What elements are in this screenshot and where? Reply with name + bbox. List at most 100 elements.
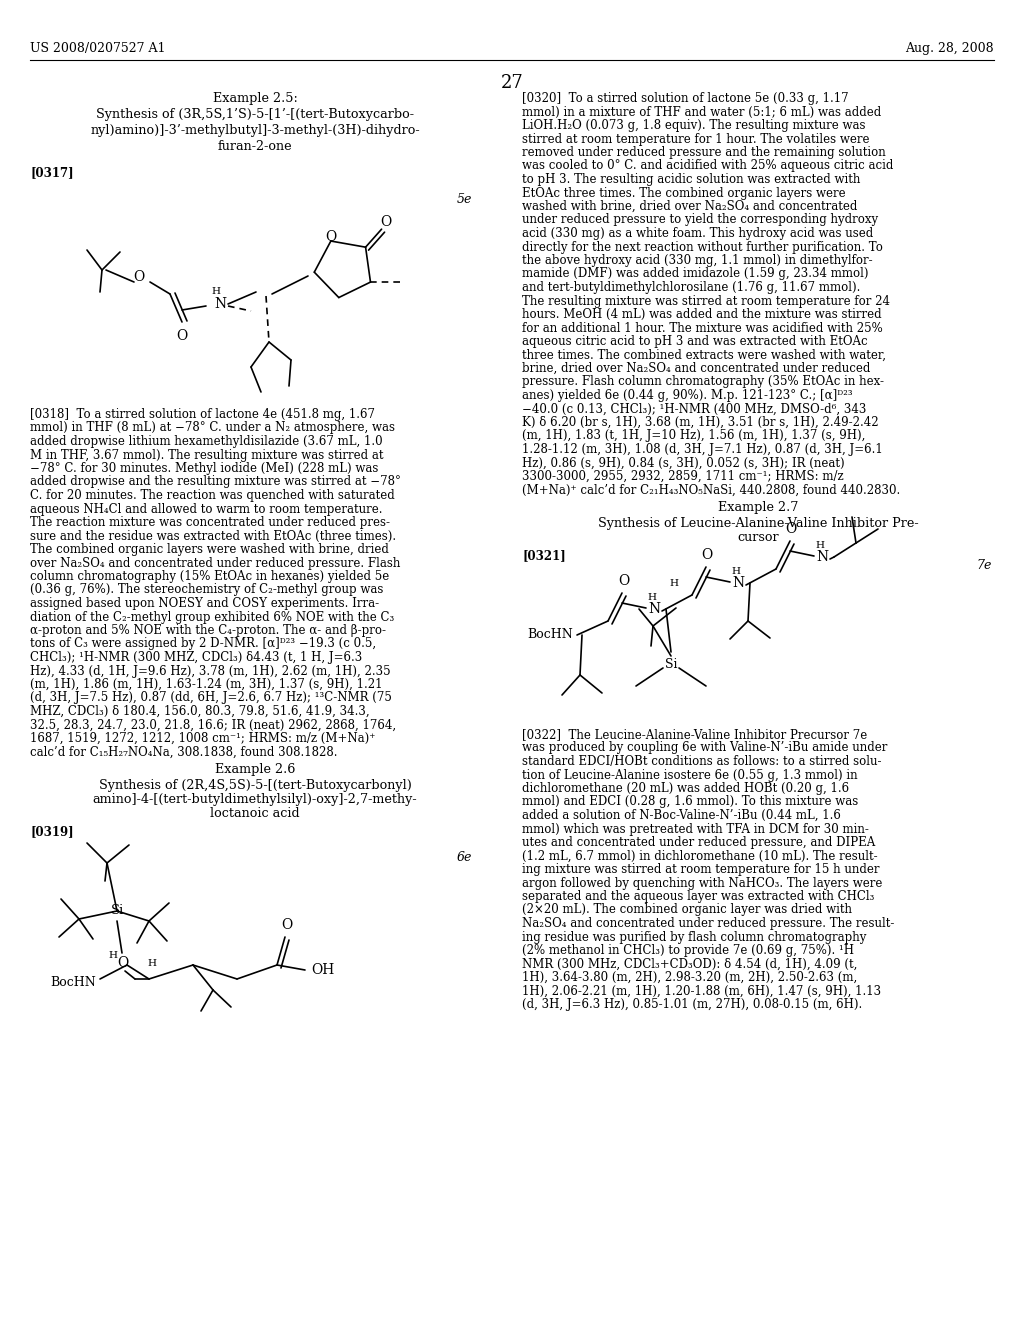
Text: mmol) in a mixture of THF and water (5:1; 6 mL) was added: mmol) in a mixture of THF and water (5:1… [522, 106, 882, 119]
Text: C. for 20 minutes. The reaction was quenched with saturated: C. for 20 minutes. The reaction was quen… [30, 488, 394, 502]
Text: Synthesis of (2R,4S,5S)-5-[(tert-Butoxycarbonyl): Synthesis of (2R,4S,5S)-5-[(tert-Butoxyc… [98, 779, 412, 792]
Text: column chromatography (15% EtOAc in hexanes) yielded 5e: column chromatography (15% EtOAc in hexa… [30, 570, 389, 583]
Text: [0320]  To a stirred solution of lactone 5e (0.33 g, 1.17: [0320] To a stirred solution of lactone … [522, 92, 849, 106]
Text: H: H [212, 286, 220, 296]
Text: US 2008/0207527 A1: US 2008/0207527 A1 [30, 42, 166, 55]
Text: O: O [326, 230, 337, 244]
Text: H: H [670, 579, 679, 589]
Text: loctanoic acid: loctanoic acid [210, 807, 300, 820]
Text: O: O [785, 521, 797, 536]
Text: (2×20 mL). The combined organic layer was dried with: (2×20 mL). The combined organic layer wa… [522, 903, 852, 916]
Text: 7e: 7e [977, 558, 992, 572]
Text: O: O [133, 271, 144, 284]
Text: sure and the residue was extracted with EtOAc (three times).: sure and the residue was extracted with … [30, 529, 396, 543]
Text: −40.0 (c 0.13, CHCl₃); ¹H-NMR (400 MHz, DMSO-d⁶, 343: −40.0 (c 0.13, CHCl₃); ¹H-NMR (400 MHz, … [522, 403, 866, 416]
Text: O: O [176, 329, 187, 343]
Text: added dropwise lithium hexamethyldisilazide (3.67 mL, 1.0: added dropwise lithium hexamethyldisilaz… [30, 436, 383, 447]
Text: N: N [648, 602, 660, 616]
Text: Na₂SO₄ and concentrated under reduced pressure. The result-: Na₂SO₄ and concentrated under reduced pr… [522, 917, 894, 931]
Text: [0319]: [0319] [30, 825, 74, 838]
Text: (m, 1H), 1.83 (t, 1H, J=10 Hz), 1.56 (m, 1H), 1.37 (s, 9H),: (m, 1H), 1.83 (t, 1H, J=10 Hz), 1.56 (m,… [522, 429, 865, 442]
Text: calc’d for C₁₅H₂₇NO₄Na, 308.1838, found 308.1828.: calc’d for C₁₅H₂₇NO₄Na, 308.1838, found … [30, 746, 338, 759]
Text: mmol) which was pretreated with TFA in DCM for 30 min-: mmol) which was pretreated with TFA in D… [522, 822, 869, 836]
Text: tion of Leucine-Alanine isostere 6e (0.55 g, 1.3 mmol) in: tion of Leucine-Alanine isostere 6e (0.5… [522, 768, 858, 781]
Text: H: H [147, 960, 157, 969]
Text: LiOH.H₂O (0.073 g, 1.8 equiv). The resulting mixture was: LiOH.H₂O (0.073 g, 1.8 equiv). The resul… [522, 119, 865, 132]
Text: M in THF, 3.67 mmol). The resulting mixture was stirred at: M in THF, 3.67 mmol). The resulting mixt… [30, 449, 384, 462]
Text: was cooled to 0° C. and acidified with 25% aqueous citric acid: was cooled to 0° C. and acidified with 2… [522, 160, 893, 173]
Text: CHCl₃); ¹H-NMR (300 MHZ, CDCl₃) δ4.43 (t, 1 H, J=6.3: CHCl₃); ¹H-NMR (300 MHZ, CDCl₃) δ4.43 (t… [30, 651, 362, 664]
Text: diation of the C₂-methyl group exhibited 6% NOE with the C₃: diation of the C₂-methyl group exhibited… [30, 610, 394, 623]
Text: was produced by coupling 6e with Valine-N’-iBu amide under: was produced by coupling 6e with Valine-… [522, 742, 888, 755]
Text: H: H [815, 541, 824, 550]
Text: stirred at room temperature for 1 hour. The volatiles were: stirred at room temperature for 1 hour. … [522, 132, 869, 145]
Text: 1H), 2.06-2.21 (m, 1H), 1.20-1.88 (m, 6H), 1.47 (s, 9H), 1.13: 1H), 2.06-2.21 (m, 1H), 1.20-1.88 (m, 6H… [522, 985, 881, 998]
Text: Hz), 0.86 (s, 9H), 0.84 (s, 3H), 0.052 (s, 3H); IR (neat): Hz), 0.86 (s, 9H), 0.84 (s, 3H), 0.052 (… [522, 457, 845, 470]
Text: MHZ, CDCl₃) δ 180.4, 156.0, 80.3, 79.8, 51.6, 41.9, 34.3,: MHZ, CDCl₃) δ 180.4, 156.0, 80.3, 79.8, … [30, 705, 370, 718]
Text: The resulting mixture was stirred at room temperature for 24: The resulting mixture was stirred at roo… [522, 294, 890, 308]
Text: anes) yielded 6e (0.44 g, 90%). M.p. 121-123° C.; [α]ᴰ²³: anes) yielded 6e (0.44 g, 90%). M.p. 121… [522, 389, 853, 403]
Text: added a solution of N-Boc-Valine-N’-iBu (0.44 mL, 1.6: added a solution of N-Boc-Valine-N’-iBu … [522, 809, 841, 822]
Text: O: O [282, 917, 293, 932]
Text: mamide (DMF) was added imidazole (1.59 g, 23.34 mmol): mamide (DMF) was added imidazole (1.59 g… [522, 268, 868, 281]
Text: (m, 1H), 1.86 (m, 1H), 1.63-1.24 (m, 3H), 1.37 (s, 9H), 1.21: (m, 1H), 1.86 (m, 1H), 1.63-1.24 (m, 3H)… [30, 678, 383, 690]
Text: The combined organic layers were washed with brine, dried: The combined organic layers were washed … [30, 543, 389, 556]
Text: mmol) and EDCI (0.28 g, 1.6 mmol). To this mixture was: mmol) and EDCI (0.28 g, 1.6 mmol). To th… [522, 796, 858, 808]
Text: (1.2 mL, 6.7 mmol) in dichloromethane (10 mL). The result-: (1.2 mL, 6.7 mmol) in dichloromethane (1… [522, 850, 878, 862]
Text: Example 2.5:: Example 2.5: [213, 92, 297, 106]
Text: aqueous NH₄Cl and allowed to warm to room temperature.: aqueous NH₄Cl and allowed to warm to roo… [30, 503, 383, 516]
Text: separated and the aqueous layer was extracted with CHCl₃: separated and the aqueous layer was extr… [522, 890, 874, 903]
Text: hours. MeOH (4 mL) was added and the mixture was stirred: hours. MeOH (4 mL) was added and the mix… [522, 308, 882, 321]
Text: under reduced pressure to yield the corresponding hydroxy: under reduced pressure to yield the corr… [522, 214, 879, 227]
Text: directly for the next reaction without further purification. To: directly for the next reaction without f… [522, 240, 883, 253]
Text: BocHN: BocHN [527, 628, 572, 642]
Text: NMR (300 MHz, CDCl₃+CD₃OD): δ 4.54 (d, 1H), 4.09 (t,: NMR (300 MHz, CDCl₃+CD₃OD): δ 4.54 (d, 1… [522, 957, 857, 970]
Text: H: H [647, 594, 656, 602]
Text: ing mixture was stirred at room temperature for 15 h under: ing mixture was stirred at room temperat… [522, 863, 880, 876]
Text: Synthesis of Leucine-Alanine-Valine Inhibitor Pre-: Synthesis of Leucine-Alanine-Valine Inhi… [598, 517, 919, 531]
Text: O: O [118, 956, 129, 970]
Text: argon followed by quenching with NaHCO₃. The layers were: argon followed by quenching with NaHCO₃.… [522, 876, 883, 890]
Text: Si: Si [111, 904, 124, 917]
Text: standard EDCI/HOBt conditions as follows: to a stirred solu-: standard EDCI/HOBt conditions as follows… [522, 755, 882, 768]
Text: N: N [732, 576, 744, 590]
Text: Example 2.6: Example 2.6 [215, 763, 295, 776]
Text: −78° C. for 30 minutes. Methyl iodide (MeI) (228 mL) was: −78° C. for 30 minutes. Methyl iodide (M… [30, 462, 379, 475]
Text: amino]-4-[(tert-butyldimethylsilyl)-oxy]-2,7-methy-: amino]-4-[(tert-butyldimethylsilyl)-oxy]… [93, 793, 418, 807]
Text: nyl)amino)]-3’-methylbutyl]-3-methyl-(3H)-dihydro-: nyl)amino)]-3’-methylbutyl]-3-methyl-(3H… [90, 124, 420, 137]
Text: three times. The combined extracts were washed with water,: three times. The combined extracts were … [522, 348, 886, 362]
Text: over Na₂SO₄ and concentrated under reduced pressure. Flash: over Na₂SO₄ and concentrated under reduc… [30, 557, 400, 569]
Text: [0321]: [0321] [522, 549, 565, 562]
Text: ing residue was purified by flash column chromatography: ing residue was purified by flash column… [522, 931, 866, 944]
Text: pressure. Flash column chromatography (35% EtOAc in hex-: pressure. Flash column chromatography (3… [522, 375, 884, 388]
Text: The reaction mixture was concentrated under reduced pres-: The reaction mixture was concentrated un… [30, 516, 390, 529]
Text: Aug. 28, 2008: Aug. 28, 2008 [905, 42, 994, 55]
Text: 3300-3000, 2955, 2932, 2859, 1711 cm⁻¹; HRMS: m/z: 3300-3000, 2955, 2932, 2859, 1711 cm⁻¹; … [522, 470, 844, 483]
Text: O: O [618, 574, 630, 587]
Text: added dropwise and the resulting mixture was stirred at −78°: added dropwise and the resulting mixture… [30, 475, 400, 488]
Text: N: N [816, 550, 828, 564]
Text: OH: OH [311, 964, 334, 977]
Text: 1H), 3.64-3.80 (m, 2H), 2.98-3.20 (m, 2H), 2.50-2.63 (m,: 1H), 3.64-3.80 (m, 2H), 2.98-3.20 (m, 2H… [522, 972, 857, 983]
Text: mmol) in THF (8 mL) at −78° C. under a N₂ atmosphere, was: mmol) in THF (8 mL) at −78° C. under a N… [30, 421, 395, 434]
Text: the above hydroxy acid (330 mg, 1.1 mmol) in dimethylfor-: the above hydroxy acid (330 mg, 1.1 mmol… [522, 253, 872, 267]
Text: for an additional 1 hour. The mixture was acidified with 25%: for an additional 1 hour. The mixture wa… [522, 322, 883, 334]
Text: N: N [214, 297, 226, 312]
Text: Hz), 4.33 (d, 1H, J=9.6 Hz), 3.78 (m, 1H), 2.62 (m, 1H), 2.35: Hz), 4.33 (d, 1H, J=9.6 Hz), 3.78 (m, 1H… [30, 664, 390, 677]
Text: Si: Si [665, 657, 677, 671]
Text: BocHN: BocHN [50, 975, 96, 989]
Text: (2% methanol in CHCl₃) to provide 7e (0.69 g, 75%). ¹H: (2% methanol in CHCl₃) to provide 7e (0.… [522, 944, 854, 957]
Text: [0322]  The Leucine-Alanine-Valine Inhibitor Precursor 7e: [0322] The Leucine-Alanine-Valine Inhibi… [522, 729, 867, 741]
Text: α-proton and 5% NOE with the C₄-proton. The α- and β-pro-: α-proton and 5% NOE with the C₄-proton. … [30, 624, 386, 638]
Text: tons of C₃ were assigned by 2 D-NMR. [α]ᴰ²³ −19.3 (c 0.5,: tons of C₃ were assigned by 2 D-NMR. [α]… [30, 638, 376, 651]
Text: acid (330 mg) as a white foam. This hydroxy acid was used: acid (330 mg) as a white foam. This hydr… [522, 227, 873, 240]
Text: (0.36 g, 76%). The stereochemistry of C₂-methyl group was: (0.36 g, 76%). The stereochemistry of C₂… [30, 583, 383, 597]
Text: washed with brine, dried over Na₂SO₄ and concentrated: washed with brine, dried over Na₂SO₄ and… [522, 201, 857, 213]
Text: [0318]  To a stirred solution of lactone 4e (451.8 mg, 1.67: [0318] To a stirred solution of lactone … [30, 408, 375, 421]
Text: O: O [380, 215, 391, 230]
Text: aqueous citric acid to pH 3 and was extracted with EtOAc: aqueous citric acid to pH 3 and was extr… [522, 335, 867, 348]
Text: dichloromethane (20 mL) was added HOBt (0.20 g, 1.6: dichloromethane (20 mL) was added HOBt (… [522, 781, 849, 795]
Text: assigned based upon NOESY and COSY experiments. Irra-: assigned based upon NOESY and COSY exper… [30, 597, 379, 610]
Text: utes and concentrated under reduced pressure, and DIPEA: utes and concentrated under reduced pres… [522, 836, 876, 849]
Text: brine, dried over Na₂SO₄ and concentrated under reduced: brine, dried over Na₂SO₄ and concentrate… [522, 362, 870, 375]
